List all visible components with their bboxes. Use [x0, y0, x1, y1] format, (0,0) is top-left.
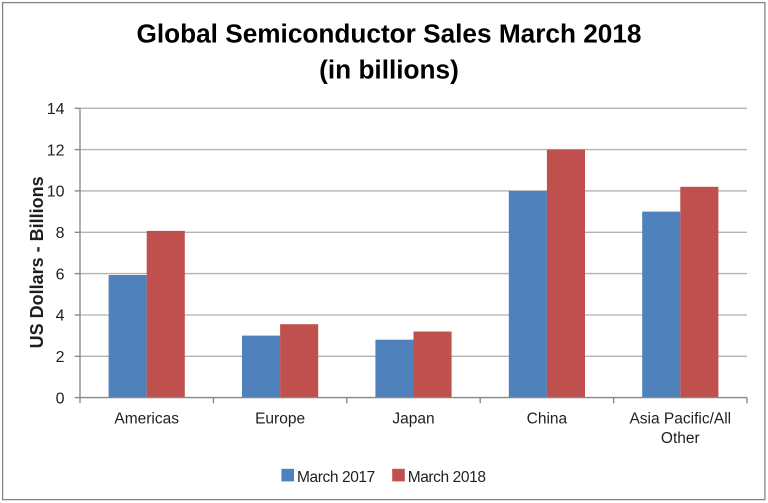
svg-text:12: 12 [47, 142, 65, 159]
svg-text:8: 8 [56, 225, 65, 242]
svg-text:2: 2 [56, 349, 65, 366]
svg-text:China: China [527, 411, 568, 428]
svg-text:6: 6 [56, 266, 65, 283]
svg-text:Europe: Europe [255, 411, 305, 428]
svg-text:(in billions): (in billions) [319, 55, 459, 85]
svg-text:14: 14 [47, 101, 65, 118]
svg-text:Japan: Japan [392, 411, 434, 428]
svg-text:Other: Other [661, 430, 700, 447]
svg-text:10: 10 [47, 184, 65, 201]
svg-text:US Dollars - Billions: US Dollars - Billions [27, 176, 47, 348]
svg-text:0: 0 [56, 390, 65, 407]
svg-text:March 2018: March 2018 [408, 469, 486, 486]
svg-text:Global Semiconductor Sales Mar: Global Semiconductor Sales March 2018 [136, 19, 641, 49]
svg-text:4: 4 [56, 308, 65, 325]
svg-text:Americas: Americas [114, 411, 179, 428]
svg-text:Asia Pacific/All: Asia Pacific/All [629, 411, 731, 428]
svg-text:March 2017: March 2017 [297, 469, 375, 486]
